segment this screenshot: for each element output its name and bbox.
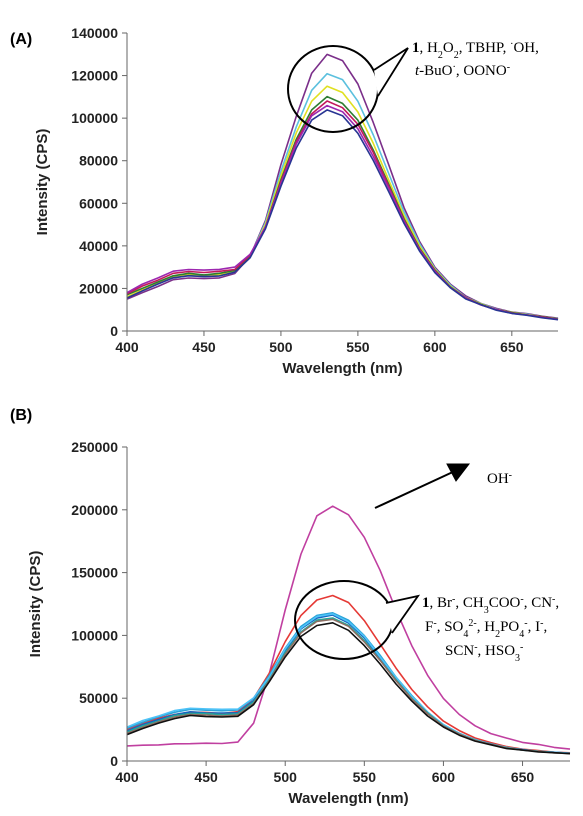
panel-a-y-tick-label: 120000 bbox=[71, 68, 118, 84]
panel-b-y-tick-label: 100000 bbox=[71, 627, 118, 643]
panel-b-x-tick-label: 600 bbox=[432, 769, 456, 785]
panel-a-y-tick-label: 60000 bbox=[79, 195, 118, 211]
panel-a-callout-pointer bbox=[373, 47, 409, 97]
panel-a-y-tick-label: 80000 bbox=[79, 153, 118, 169]
panel-b-arrow-head bbox=[446, 463, 471, 482]
panel-b-series-line-6 bbox=[126, 618, 571, 755]
panel-b-y-axis-title: Intensity (CPS) bbox=[27, 551, 44, 658]
panel-b-arrow-label: OH- bbox=[487, 470, 512, 488]
panel-b-arrow-shaft bbox=[374, 470, 456, 509]
panel-b-x-tick-label: 550 bbox=[353, 769, 377, 785]
panel-b-y-tick-label: 200000 bbox=[71, 502, 118, 518]
panel-a-annotation-line1: 1, H2O2, TBHP, ·OH, bbox=[412, 39, 539, 61]
panel-a-series-line-3 bbox=[126, 95, 559, 320]
panel-a-x-tick-label: 600 bbox=[423, 339, 447, 355]
panel-a-annotation-line2: t-BuO·, OONO- bbox=[415, 62, 510, 80]
panel-b-callout-pointer bbox=[385, 594, 421, 634]
panel-b-annotation-line3: SCN-, HSO3- bbox=[445, 642, 523, 664]
panel-b-y-tick-label: 50000 bbox=[79, 690, 118, 706]
panel-a-y-tick-label: 0 bbox=[110, 323, 118, 339]
panel-a-y-tick-label: 140000 bbox=[71, 25, 118, 41]
panel-a-y-tick-label: 40000 bbox=[79, 238, 118, 254]
panel-a-series-line-0 bbox=[126, 53, 559, 319]
panel-b-series-line-5 bbox=[126, 617, 571, 755]
panel-a-y-tick-label: 20000 bbox=[79, 280, 118, 296]
panel-a-x-tick-label: 550 bbox=[346, 339, 370, 355]
panel-b-x-axis-title: Wavelength (nm) bbox=[288, 790, 408, 807]
panel-b-x-tick-label: 400 bbox=[115, 769, 139, 785]
panel-b-x-tick-label: 650 bbox=[511, 769, 535, 785]
panel-b-annotation-line2: F-, SO42-, H2PO4-, I-, bbox=[425, 618, 547, 640]
panel-b-series-line-0 bbox=[126, 505, 571, 750]
panel-a-label: (A) bbox=[10, 31, 32, 48]
panel-a-x-tick-label: 650 bbox=[500, 339, 524, 355]
panel-b-series-line-7 bbox=[126, 622, 571, 755]
panel-a-x-tick-label: 400 bbox=[115, 339, 139, 355]
panel-a-series-line-2 bbox=[126, 85, 559, 320]
panel-a-x-tick-label: 500 bbox=[269, 339, 293, 355]
panel-b-y-tick-label: 250000 bbox=[71, 439, 118, 455]
panel-b-annotation-line1: 1, Br-, CH3COO-, CN-, bbox=[422, 594, 559, 616]
panel-a-series-line-4 bbox=[126, 100, 559, 321]
panel-b-x-tick-label: 500 bbox=[274, 769, 298, 785]
panel-a-series-line-5 bbox=[126, 104, 559, 321]
chart-panel-a: 0 20000 40000 60000 80000 100000 120000 140000 4… bbox=[10, 25, 559, 377]
panel-b-series-line-3 bbox=[126, 614, 571, 755]
panel-b-y-tick-label: 150000 bbox=[71, 565, 118, 581]
panel-b-x-tick-label: 450 bbox=[194, 769, 218, 785]
panel-b-y-tick-label: 0 bbox=[110, 753, 118, 769]
panel-a-series-line-1 bbox=[126, 72, 559, 320]
panel-a-series-line-6 bbox=[126, 109, 559, 321]
panel-a-x-tick-label: 450 bbox=[192, 339, 216, 355]
chart-panel-b: 0 50000 100000 150000 200000 250000 400 450 500 5… bbox=[10, 407, 571, 807]
panel-a-y-tick-label: 100000 bbox=[71, 110, 118, 126]
panel-a-x-axis-title: Wavelength (nm) bbox=[282, 360, 402, 377]
panel-b-label: (B) bbox=[10, 407, 32, 424]
panel-a-y-axis-title: Intensity (CPS) bbox=[34, 129, 51, 236]
